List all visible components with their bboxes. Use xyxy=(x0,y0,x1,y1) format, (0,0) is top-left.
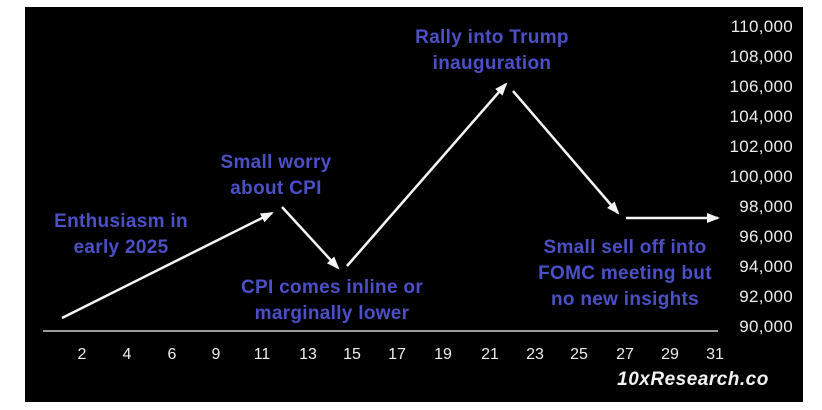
x-tick-label: 21 xyxy=(481,346,499,363)
y-tick-label: 108,000 xyxy=(729,47,793,66)
y-tick-label: 104,000 xyxy=(729,107,793,126)
annotation-label: CPI comes inline or marginally lower xyxy=(240,277,424,324)
annotation-label: Small sell off into FOMC meeting but no … xyxy=(538,237,712,310)
trend-arrow xyxy=(61,211,274,320)
annotation-label: Small worry about CPI xyxy=(220,152,332,199)
x-tick-label: 23 xyxy=(526,346,544,363)
annotation-label: Enthusiasm in early 2025 xyxy=(54,211,188,258)
y-tick-label: 110,000 xyxy=(730,17,793,36)
x-tick-label: 6 xyxy=(167,346,177,363)
watermark: 10xResearch.co xyxy=(617,369,769,390)
y-tick-label: 92,000 xyxy=(739,287,793,306)
y-tick-label: 106,000 xyxy=(729,77,793,96)
trend-line-chart xyxy=(43,82,720,332)
x-tick-label: 13 xyxy=(299,346,317,363)
y-tick-label: 94,000 xyxy=(739,257,793,276)
y-tick-label: 102,000 xyxy=(729,137,793,156)
x-tick-label: 17 xyxy=(388,346,406,363)
x-tick-label: 2 xyxy=(77,346,87,363)
y-tick-label: 98,000 xyxy=(739,197,793,216)
trend-arrow xyxy=(281,206,340,270)
y-tick-label: 90,000 xyxy=(739,317,793,336)
trend-arrow xyxy=(346,82,508,267)
x-tick-label: 29 xyxy=(661,346,679,363)
x-tick-label: 19 xyxy=(434,346,452,363)
trend-arrow xyxy=(512,90,620,215)
y-tick-label: 100,000 xyxy=(729,167,793,186)
x-tick-label: 25 xyxy=(570,346,588,363)
y-tick-label: 96,000 xyxy=(739,227,793,246)
x-tick-label: 27 xyxy=(616,346,634,363)
x-tick-label: 9 xyxy=(211,346,221,363)
x-tick-label: 15 xyxy=(343,346,361,363)
annotation-label: Rally into Trump inauguration xyxy=(415,27,569,74)
chart-panel: 110,000 108,000 106,000 104,000 102,000 100,0… xyxy=(25,7,803,402)
x-tick-label: 4 xyxy=(122,346,132,363)
x-tick-label: 31 xyxy=(706,346,724,363)
x-tick-label: 11 xyxy=(253,346,271,363)
price-path-arrows xyxy=(61,82,720,320)
